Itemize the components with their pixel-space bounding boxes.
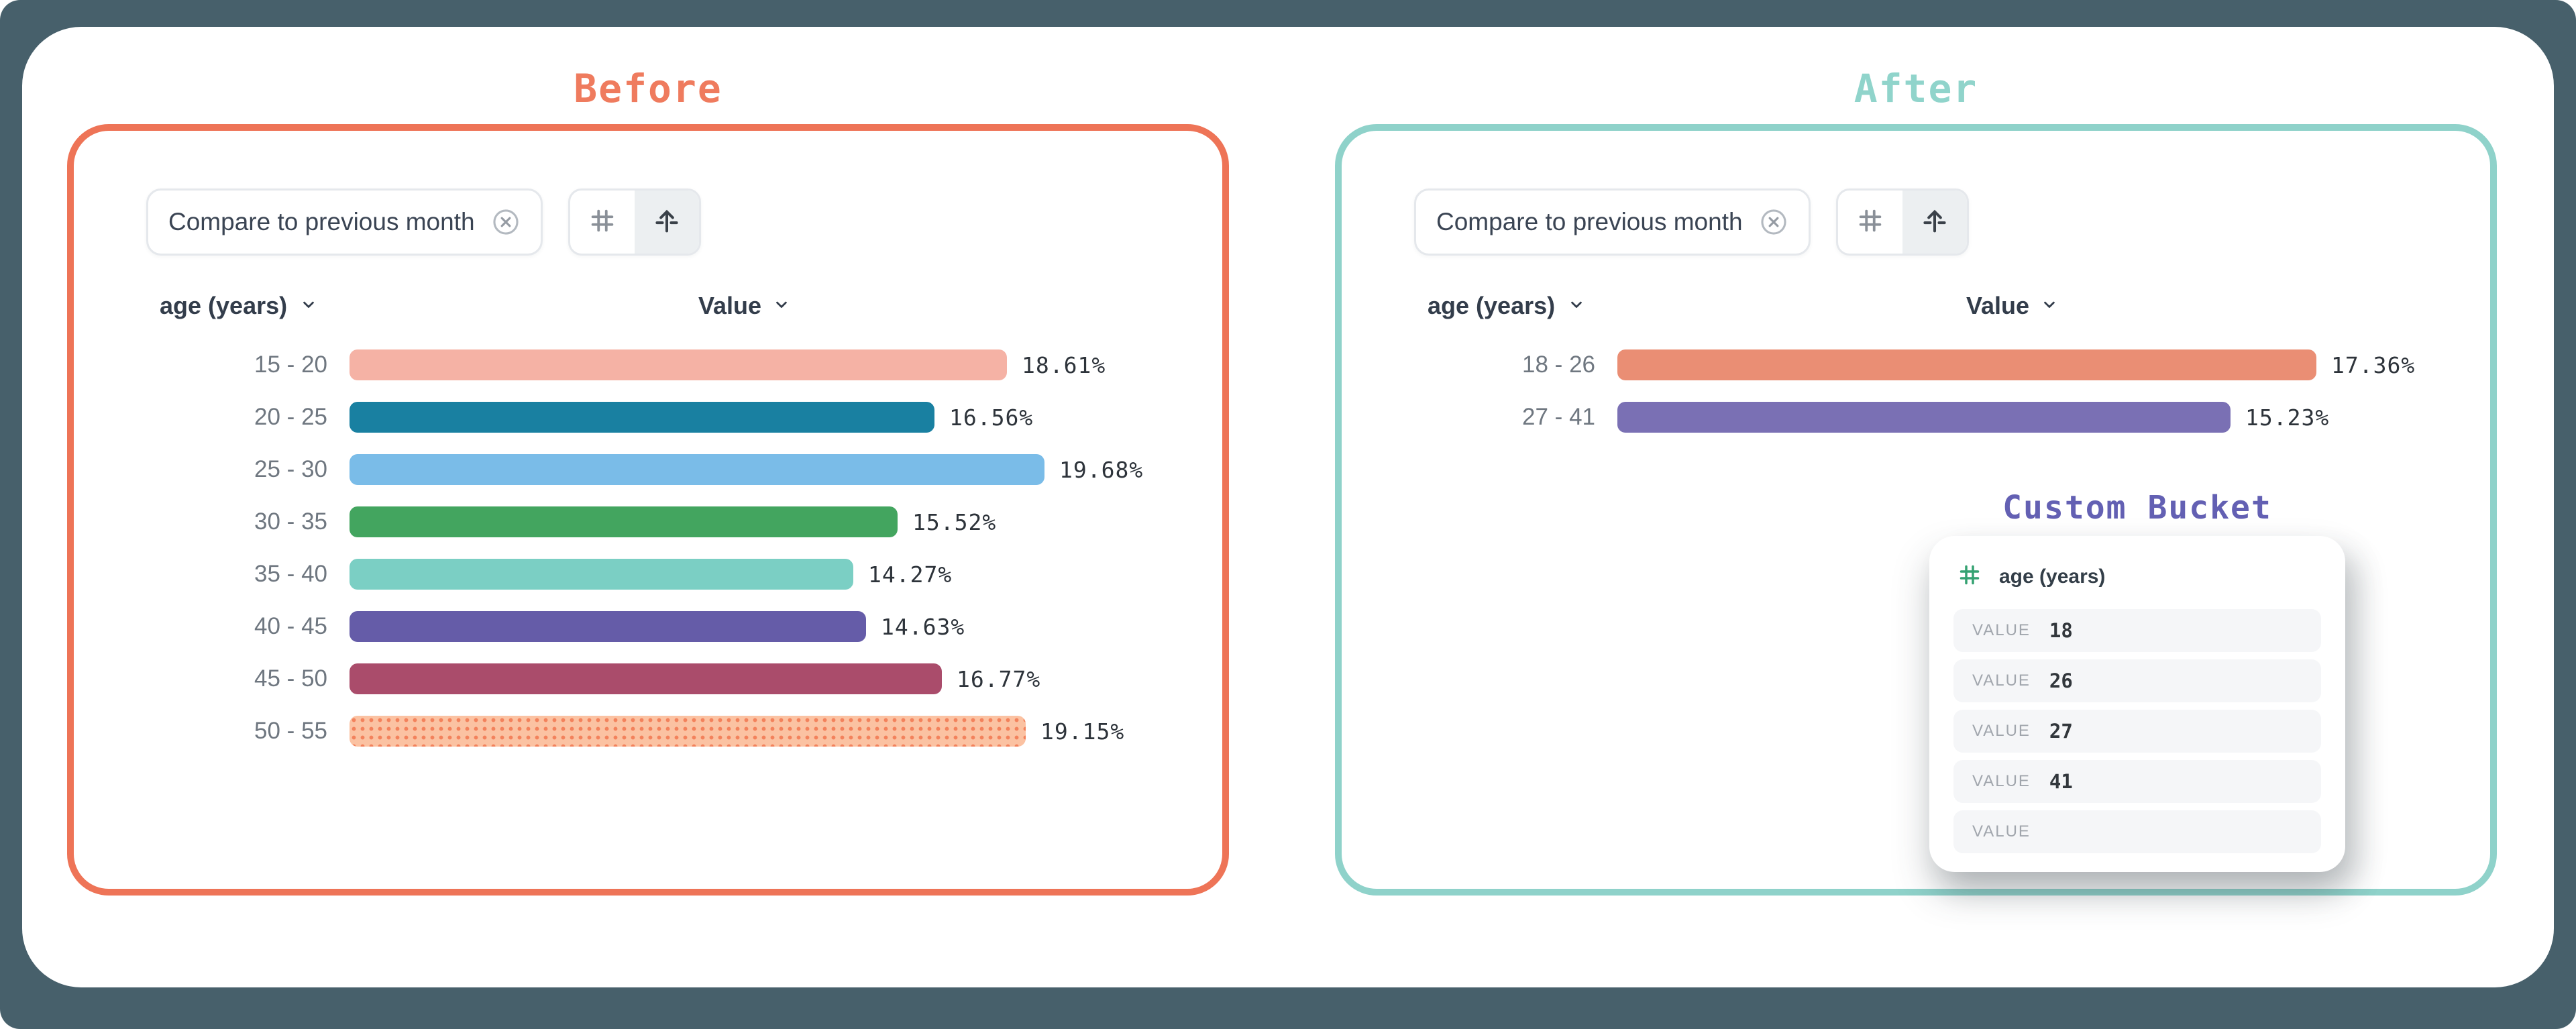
bucket-value-row[interactable]: VALUE 18 xyxy=(1953,609,2321,652)
bucket-value-row[interactable]: VALUE 26 xyxy=(1953,659,2321,702)
measure-dropdown-label: Value xyxy=(698,292,762,319)
after-title: After xyxy=(1854,66,1978,111)
sort-ascending-icon xyxy=(651,205,682,239)
bar-category-label: 20 - 25 xyxy=(254,404,327,430)
bucket-rows: VALUE 18 VALUE 26 VALUE 27 VALUE 41 VALUE xyxy=(1953,609,2321,853)
bar-row: 35 - 40 14.27% xyxy=(74,548,1222,600)
custom-bucket-field-label: age (years) xyxy=(1999,565,2106,588)
compare-chip[interactable]: Compare to previous month xyxy=(1414,188,1811,256)
bar-value-label: 14.63% xyxy=(881,613,965,640)
numeric-values-button[interactable] xyxy=(1838,191,1902,254)
custom-bucket-popup: age (years) VALUE 18 VALUE 26 VALUE 27 VALUE 41… xyxy=(1929,536,2345,872)
bar[interactable] xyxy=(1617,402,2231,433)
bar-rows: 18 - 26 17.36% 27 - 41 15.23% xyxy=(1342,339,2490,443)
before-panel: Compare to previous month xyxy=(67,124,1229,896)
numeric-values-button[interactable] xyxy=(570,191,635,254)
dimension-dropdown[interactable]: age (years) xyxy=(1428,292,1586,320)
dimension-dropdown-label: age (years) xyxy=(160,292,288,319)
hash-icon xyxy=(1956,561,1983,592)
bar-value-label: 16.56% xyxy=(949,404,1034,431)
measure-dropdown-label: Value xyxy=(1966,292,2030,319)
bar-value-label: 19.68% xyxy=(1059,456,1144,483)
bar[interactable] xyxy=(350,349,1007,380)
bar-row: 25 - 30 19.68% xyxy=(74,443,1222,496)
bar[interactable] xyxy=(350,402,934,433)
bucket-value-row[interactable]: VALUE 41 xyxy=(1953,760,2321,803)
bar-category-label: 40 - 45 xyxy=(254,613,327,639)
measure-dropdown[interactable]: Value xyxy=(1966,292,2059,320)
bar-value-label: 14.27% xyxy=(868,561,953,588)
bucket-row-key: VALUE xyxy=(1972,822,2031,841)
bar-value-label: 19.15% xyxy=(1040,718,1125,745)
bar[interactable] xyxy=(350,716,1026,747)
bar-row: 18 - 26 17.36% xyxy=(1342,339,2490,391)
chevron-down-icon xyxy=(772,292,791,320)
sort-ascending-icon xyxy=(1919,205,1950,239)
bar-row: 15 - 20 18.61% xyxy=(74,339,1222,391)
before-title: Before xyxy=(574,66,722,111)
chevron-down-icon xyxy=(299,292,318,320)
display-mode-toggle xyxy=(1835,188,1969,256)
bar[interactable] xyxy=(1617,349,2316,380)
bucket-row-key: VALUE xyxy=(1972,671,2031,690)
bar-category-label: 35 - 40 xyxy=(254,561,327,587)
bucket-row-value: 26 xyxy=(2049,669,2073,692)
bucket-row-value: 27 xyxy=(2049,720,2073,743)
bar[interactable] xyxy=(350,506,898,537)
hash-icon xyxy=(587,205,618,239)
bucket-row-key: VALUE xyxy=(1972,772,2031,790)
compare-chip-label: Compare to previous month xyxy=(168,208,475,235)
bar-category-label: 18 - 26 xyxy=(1522,351,1595,378)
bar-value-label: 16.77% xyxy=(957,665,1041,692)
custom-bucket-title: Custom Bucket xyxy=(2002,489,2272,527)
display-mode-toggle xyxy=(568,188,701,256)
bar-row: 45 - 50 16.77% xyxy=(74,653,1222,705)
toolbar: Compare to previous month xyxy=(1414,188,1969,256)
chevron-down-icon xyxy=(2040,292,2059,320)
bucket-value-row[interactable]: VALUE xyxy=(1953,810,2321,853)
compare-chip-label: Compare to previous month xyxy=(1436,208,1743,235)
circle-x-icon[interactable] xyxy=(491,207,521,237)
bucket-row-value: 41 xyxy=(2049,770,2073,793)
bar-category-label: 30 - 35 xyxy=(254,508,327,535)
bar-rows: 15 - 20 18.61% 20 - 25 16.56% 25 - 30 19.68% 3… xyxy=(74,339,1222,757)
bucket-row-key: VALUE xyxy=(1972,722,2031,740)
toolbar: Compare to previous month xyxy=(146,188,701,256)
bar-category-label: 25 - 30 xyxy=(254,456,327,482)
bar-value-label: 18.61% xyxy=(1022,351,1106,378)
bar-row: 40 - 45 14.63% xyxy=(74,600,1222,653)
bar[interactable] xyxy=(350,559,853,590)
after-panel: Compare to previous month xyxy=(1335,124,2497,896)
bar[interactable] xyxy=(350,663,942,694)
sort-button[interactable] xyxy=(1902,191,1967,254)
bar-row: 30 - 35 15.52% xyxy=(74,496,1222,548)
bar[interactable] xyxy=(350,611,866,642)
custom-bucket-field: age (years) xyxy=(1953,557,2321,609)
bar-category-label: 45 - 50 xyxy=(254,665,327,692)
bar-category-label: 50 - 55 xyxy=(254,718,327,744)
bar-row: 50 - 55 19.15% xyxy=(74,705,1222,757)
dimension-dropdown-label: age (years) xyxy=(1428,292,1556,319)
bar-value-label: 15.52% xyxy=(912,508,997,535)
bar-category-label: 27 - 41 xyxy=(1522,404,1595,430)
circle-x-icon[interactable] xyxy=(1759,207,1788,237)
bar-row: 27 - 41 15.23% xyxy=(1342,391,2490,443)
bar-row: 20 - 25 16.56% xyxy=(74,391,1222,443)
hash-icon xyxy=(1855,205,1886,239)
dimension-dropdown[interactable]: age (years) xyxy=(160,292,318,320)
bucket-row-key: VALUE xyxy=(1972,621,2031,639)
bucket-value-row[interactable]: VALUE 27 xyxy=(1953,710,2321,753)
bar-category-label: 15 - 20 xyxy=(254,351,327,378)
chevron-down-icon xyxy=(1567,292,1586,320)
bar-value-label: 17.36% xyxy=(2331,351,2416,378)
bar[interactable] xyxy=(350,454,1044,485)
compare-chip[interactable]: Compare to previous month xyxy=(146,188,543,256)
bucket-row-value: 18 xyxy=(2049,619,2073,642)
measure-dropdown[interactable]: Value xyxy=(698,292,791,320)
sort-button[interactable] xyxy=(634,191,699,254)
bar-value-label: 15.23% xyxy=(2245,404,2330,431)
